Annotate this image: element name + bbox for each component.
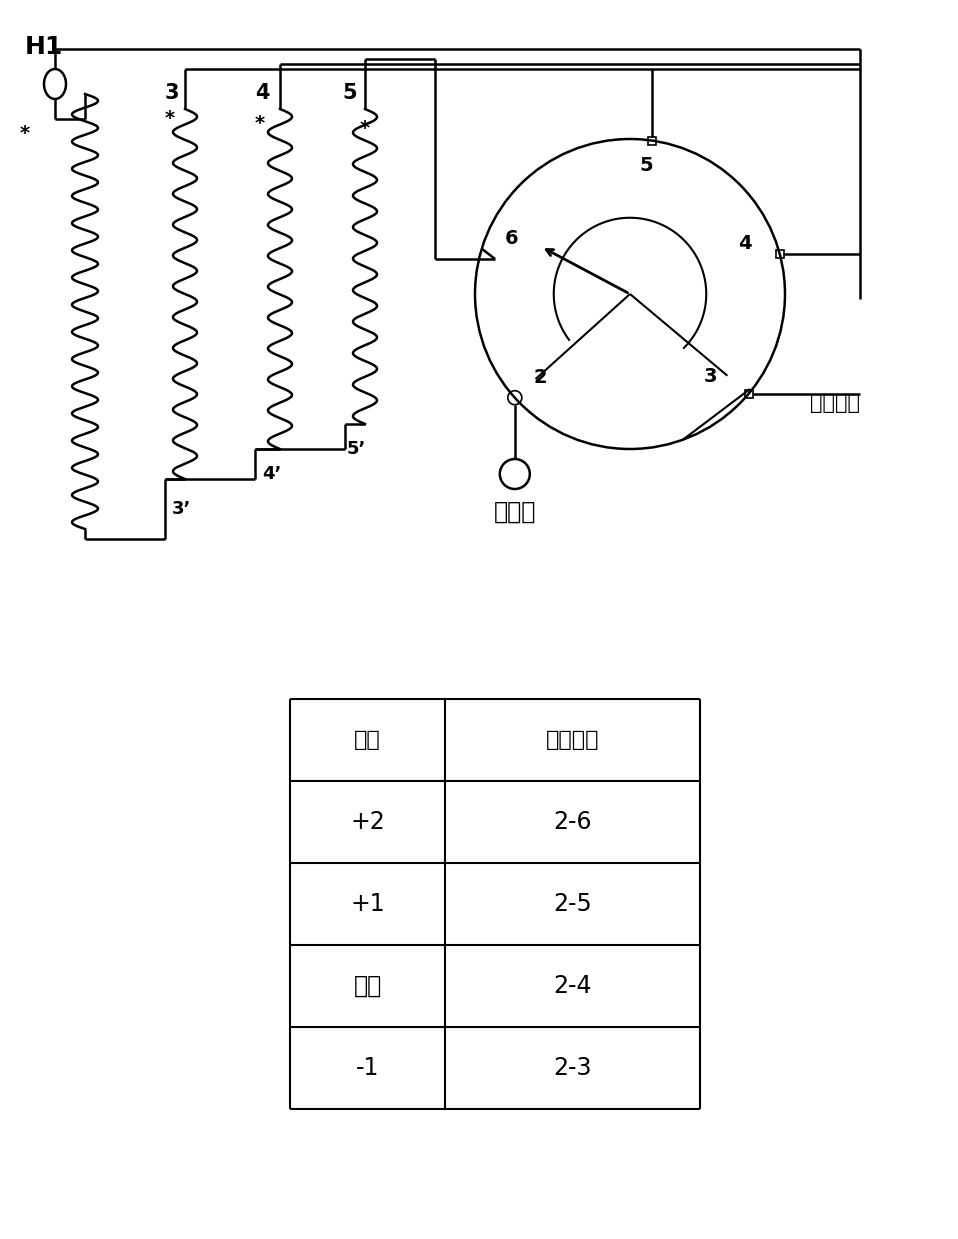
Text: *: * [360, 119, 370, 138]
Bar [744, 389, 753, 398]
Text: 6: 6 [505, 229, 518, 248]
Text: 2-5: 2-5 [553, 892, 592, 916]
Text: +1: +1 [351, 892, 385, 916]
Bar [648, 136, 655, 145]
Text: 5: 5 [342, 83, 356, 103]
Text: *: * [165, 109, 175, 128]
Text: 3: 3 [704, 367, 718, 385]
Text: 2: 2 [533, 368, 547, 387]
Text: 额定: 额定 [354, 974, 381, 997]
Text: 5: 5 [640, 156, 653, 175]
Text: 2-3: 2-3 [554, 1056, 592, 1080]
Text: 3: 3 [165, 83, 179, 103]
Text: H1: H1 [25, 35, 63, 59]
Text: 3’: 3’ [172, 501, 192, 518]
Text: *: * [20, 124, 30, 142]
Text: 4’: 4’ [262, 465, 282, 483]
Bar [776, 250, 784, 258]
Text: 4: 4 [738, 234, 751, 253]
Text: 4: 4 [255, 83, 269, 103]
Text: 5’: 5’ [347, 440, 366, 458]
Text: *: * [255, 114, 265, 133]
Text: 无载开关: 无载开关 [810, 393, 860, 413]
Text: 开关位置: 开关位置 [546, 730, 600, 750]
Text: 2-6: 2-6 [554, 810, 592, 834]
Text: 分接: 分接 [354, 730, 381, 750]
Text: +2: +2 [350, 810, 385, 834]
Text: -1: -1 [355, 1056, 379, 1080]
Text: 引出端: 引出端 [493, 501, 536, 524]
Text: 2-4: 2-4 [554, 974, 592, 997]
